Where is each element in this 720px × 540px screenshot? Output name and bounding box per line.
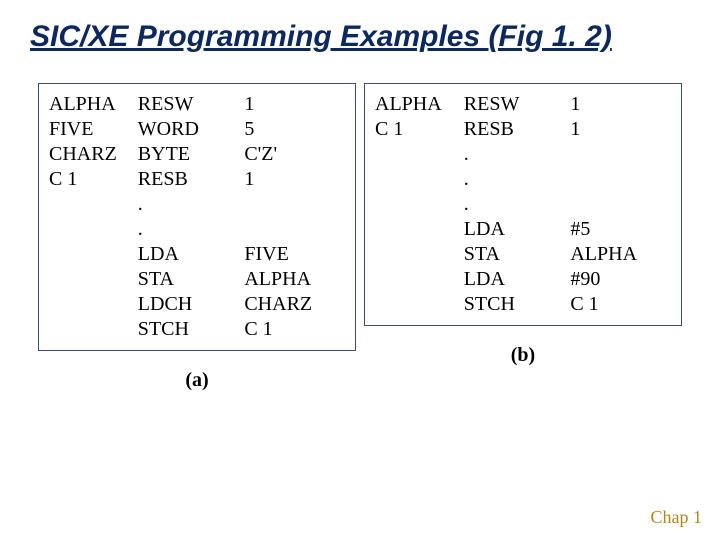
table-row: LDAFIVE <box>49 242 345 267</box>
table-row: LDA#90 <box>375 267 671 292</box>
cell <box>375 267 464 292</box>
title-text-2: (Fig 1. 2) <box>488 20 611 53</box>
cell: LDA <box>464 217 571 242</box>
cell: 5 <box>244 117 345 142</box>
cell <box>49 317 138 342</box>
cell: LDA <box>138 242 245 267</box>
code-table-b: ALPHARESW1 C 1RESB1 . . . LDA#5 STAALPHA… <box>375 92 671 317</box>
table-row: STCHC 1 <box>375 292 671 317</box>
cell: C'Z' <box>244 142 345 167</box>
cell <box>49 292 138 317</box>
cell: STA <box>138 267 245 292</box>
cell <box>244 192 345 217</box>
cell <box>49 267 138 292</box>
box-label-a: (a) <box>38 369 356 392</box>
table-row: FIVEWORD5 <box>49 117 345 142</box>
cell: LDA <box>464 267 571 292</box>
cell: STCH <box>464 292 571 317</box>
table-row: CHARZBYTEC'Z' <box>49 142 345 167</box>
cell: ALPHA <box>375 92 464 117</box>
cell: 1 <box>570 117 671 142</box>
cell <box>570 167 671 192</box>
page-title: SIC/XE Programming Examples (Fig 1. 2) <box>30 20 690 53</box>
cell: #5 <box>570 217 671 242</box>
table-row: STCHC 1 <box>49 317 345 342</box>
cell: . <box>138 192 245 217</box>
table-row: . <box>49 217 345 242</box>
code-box-b-wrap: ALPHARESW1 C 1RESB1 . . . LDA#5 STAALPHA… <box>364 83 682 392</box>
title-text-1: SIC/XE Programming Examples <box>30 20 488 53</box>
cell: . <box>464 167 571 192</box>
cell: RESW <box>138 92 245 117</box>
cell <box>375 167 464 192</box>
cell: CHARZ <box>49 142 138 167</box>
cell: STCH <box>138 317 245 342</box>
cell: ALPHA <box>49 92 138 117</box>
cell: 1 <box>244 167 345 192</box>
cell <box>244 217 345 242</box>
cell <box>375 242 464 267</box>
cell <box>49 242 138 267</box>
cell: WORD <box>138 117 245 142</box>
chapter-footer: Chap 1 <box>651 507 703 528</box>
cell: LDCH <box>138 292 245 317</box>
cell: RESB <box>464 117 571 142</box>
cell: RESW <box>464 92 571 117</box>
cell <box>375 192 464 217</box>
table-row: . <box>375 167 671 192</box>
code-box-a: ALPHARESW1 FIVEWORD5 CHARZBYTEC'Z' C 1RE… <box>38 83 356 351</box>
cell: STA <box>464 242 571 267</box>
table-row: ALPHARESW1 <box>49 92 345 117</box>
table-row: . <box>49 192 345 217</box>
table-row: C 1RESB1 <box>375 117 671 142</box>
table-row: LDA#5 <box>375 217 671 242</box>
cell: C 1 <box>244 317 345 342</box>
cell: FIVE <box>244 242 345 267</box>
cell <box>375 142 464 167</box>
cell: ALPHA <box>244 267 345 292</box>
cell: . <box>464 142 571 167</box>
cell <box>49 192 138 217</box>
table-row: ALPHARESW1 <box>375 92 671 117</box>
cell <box>570 192 671 217</box>
table-row: C 1RESB1 <box>49 167 345 192</box>
cell: FIVE <box>49 117 138 142</box>
code-table-a: ALPHARESW1 FIVEWORD5 CHARZBYTEC'Z' C 1RE… <box>49 92 345 342</box>
cell: 1 <box>244 92 345 117</box>
cell <box>375 292 464 317</box>
cell <box>375 217 464 242</box>
cell: . <box>138 217 245 242</box>
table-row: LDCHCHARZ <box>49 292 345 317</box>
cell: #90 <box>570 267 671 292</box>
code-box-a-wrap: ALPHARESW1 FIVEWORD5 CHARZBYTEC'Z' C 1RE… <box>38 83 356 392</box>
cell <box>570 142 671 167</box>
code-box-b: ALPHARESW1 C 1RESB1 . . . LDA#5 STAALPHA… <box>364 83 682 326</box>
table-row: . <box>375 142 671 167</box>
table-row: . <box>375 192 671 217</box>
code-boxes: ALPHARESW1 FIVEWORD5 CHARZBYTEC'Z' C 1RE… <box>30 83 690 392</box>
box-label-b: (b) <box>364 344 682 367</box>
cell: C 1 <box>570 292 671 317</box>
cell: 1 <box>570 92 671 117</box>
table-row: STAALPHA <box>375 242 671 267</box>
cell: C 1 <box>375 117 464 142</box>
cell: ALPHA <box>570 242 671 267</box>
cell: RESB <box>138 167 245 192</box>
cell: . <box>464 192 571 217</box>
cell: CHARZ <box>244 292 345 317</box>
cell: BYTE <box>138 142 245 167</box>
cell <box>49 217 138 242</box>
table-row: STAALPHA <box>49 267 345 292</box>
cell: C 1 <box>49 167 138 192</box>
